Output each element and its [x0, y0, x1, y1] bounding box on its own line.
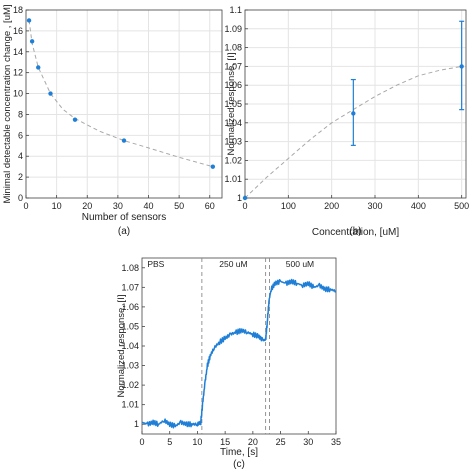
y-tick-label: 1.07: [224, 61, 242, 71]
x-tick-label: 60: [205, 201, 215, 211]
y-tick-label: 1.05: [121, 321, 139, 331]
y-tick-label: 1.04: [224, 118, 242, 128]
x-tick-label: 10: [52, 201, 62, 211]
data-point: [242, 195, 248, 201]
y-tick-label: 10: [13, 89, 23, 99]
y-tick-label: 1.04: [121, 341, 139, 351]
x-axis-label: Concentration, [uM]: [312, 227, 399, 238]
data-point: [26, 18, 32, 23]
data-point: [29, 39, 35, 44]
data-point: [36, 65, 41, 70]
x-axis-label: Number of sensors: [82, 212, 166, 223]
y-tick-label: 12: [13, 68, 23, 78]
data-point: [48, 91, 53, 96]
y-tick-label: 1.03: [224, 137, 242, 147]
plot-frame: [25, 9, 223, 199]
x-tick-label: 50: [174, 201, 184, 211]
y-tick-label: 1: [237, 193, 242, 203]
y-tick-label: 2: [18, 172, 23, 182]
region-label: 500 uM: [286, 259, 314, 269]
panel-label: (a): [118, 226, 130, 237]
x-tick-label: 40: [143, 201, 153, 211]
y-tick-label: 1.1: [229, 5, 242, 15]
y-tick-label: 1: [134, 419, 139, 429]
data-point: [459, 64, 464, 69]
x-axis-label: Time, [s]: [220, 447, 258, 458]
x-tick-label: 0: [23, 201, 28, 211]
x-tick-label: 400: [411, 201, 426, 211]
data-point: [210, 164, 216, 169]
x-tick-label: 100: [281, 201, 296, 211]
x-tick-label: 200: [324, 201, 339, 211]
y-tick-label: 1.05: [224, 99, 242, 109]
x-tick-label: 30: [113, 201, 123, 211]
y-tick-label: 4: [18, 151, 23, 161]
x-tick-label: 25: [276, 437, 286, 447]
x-tick-label: 30: [303, 437, 313, 447]
x-tick-label: 0: [139, 437, 144, 447]
panel-label: (c): [233, 459, 245, 470]
y-axis-label: Minimal detectable concentration change …: [2, 4, 13, 203]
y-tick-label: 1.07: [121, 282, 139, 292]
y-tick-label: 6: [18, 130, 23, 140]
y-tick-label: 1.06: [224, 80, 242, 90]
y-tick-label: 1.03: [121, 361, 139, 371]
panel-label: (b): [349, 226, 361, 237]
y-tick-label: 1.08: [121, 263, 139, 273]
region-label: PBS: [147, 259, 164, 269]
x-tick-label: 15: [220, 437, 230, 447]
x-tick-label: 500: [454, 201, 469, 211]
y-tick-label: 16: [13, 26, 23, 36]
y-tick-label: 14: [13, 47, 23, 57]
x-tick-label: 300: [367, 201, 382, 211]
x-tick-label: 20: [82, 201, 92, 211]
x-tick-label: 5: [167, 437, 172, 447]
x-tick-label: 0: [242, 201, 247, 211]
y-tick-label: 1.09: [224, 24, 242, 34]
x-tick-label: 35: [331, 437, 341, 447]
y-axis-label: Normalized response, [I]: [226, 53, 237, 156]
y-tick-label: 1.01: [121, 400, 139, 410]
y-tick-label: 1.08: [224, 43, 242, 53]
y-tick-label: 1.02: [224, 155, 242, 165]
x-tick-label: 20: [248, 437, 258, 447]
series-line: [141, 278, 337, 429]
data-point: [121, 138, 127, 143]
x-tick-label: 10: [192, 437, 202, 447]
data-point: [72, 117, 78, 122]
y-axis-label: Normalized response, [I]: [116, 295, 127, 398]
y-tick-label: 1.06: [121, 302, 139, 312]
data-point: [351, 111, 356, 116]
region-label: 250 uM: [219, 259, 247, 269]
y-tick-label: 18: [13, 5, 23, 15]
y-tick-label: 1.02: [121, 380, 139, 390]
y-tick-label: 1.01: [224, 174, 242, 184]
y-tick-label: 8: [18, 109, 23, 119]
y-tick-label: 0: [18, 193, 23, 203]
